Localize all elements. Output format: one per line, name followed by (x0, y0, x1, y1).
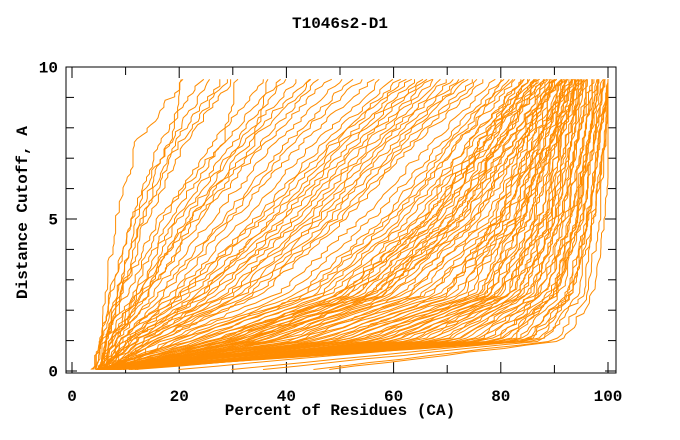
x-tick-label: 40 (277, 388, 296, 406)
model-curve (100, 79, 585, 370)
model-curve (329, 79, 609, 370)
chart-title: T1046s2-D1 (291, 15, 388, 33)
model-curve (114, 79, 582, 370)
model-curve (98, 79, 264, 370)
model-curve (98, 79, 269, 370)
model-curve (110, 78, 380, 370)
model-curve (103, 78, 394, 370)
model-curve (109, 78, 505, 370)
model-curve (96, 78, 333, 370)
model-curve (92, 79, 211, 370)
model-curve (100, 78, 375, 370)
model-curve (101, 79, 583, 370)
model-curve (105, 79, 522, 370)
model-curve (112, 78, 545, 370)
model-curve (105, 79, 578, 370)
model-curve (103, 79, 343, 370)
model-curve (103, 78, 402, 370)
model-curve (95, 79, 297, 370)
model-curve (130, 79, 605, 370)
model-curve (106, 78, 549, 370)
model-curve (99, 79, 434, 370)
model-curve (119, 79, 502, 370)
model-curve (91, 78, 184, 370)
model-curve (96, 78, 574, 370)
x-tick-label: 100 (594, 388, 623, 406)
model-curve (98, 78, 563, 370)
model-curve (99, 79, 579, 370)
model-curve (110, 79, 537, 370)
model-curve (100, 78, 510, 370)
y-tick-label: 0 (48, 364, 58, 382)
model-curve (100, 78, 441, 370)
y-tick-label: 5 (48, 212, 58, 230)
model-curve (105, 79, 287, 370)
model-curve (112, 78, 536, 370)
model-curve (102, 78, 568, 370)
model-curve (102, 79, 563, 370)
plot-frame (65, 66, 617, 374)
model-curve (105, 78, 548, 370)
model-curve (101, 79, 593, 370)
model-curve (109, 79, 573, 370)
model-curve (313, 79, 609, 370)
model-curve (123, 79, 581, 370)
model-curve (106, 79, 566, 370)
model-curve (122, 78, 557, 370)
model-curve (111, 79, 555, 370)
model-curve (97, 78, 424, 370)
model-curve (107, 79, 525, 370)
model-curve (116, 79, 473, 370)
model-curve (178, 79, 598, 370)
model-curve (101, 79, 447, 370)
model-curve (101, 78, 319, 370)
model-curve (116, 79, 484, 370)
model-curve (96, 79, 553, 370)
model-curve (101, 79, 221, 370)
model-curve (113, 79, 593, 370)
model-curve (103, 78, 516, 370)
model-curve (100, 79, 529, 370)
x-tick-label: 80 (491, 388, 510, 406)
x-tick-label: 0 (67, 388, 77, 406)
model-curve (102, 79, 575, 370)
model-curve (98, 78, 469, 370)
model-curve (99, 78, 587, 370)
model-curve (136, 78, 562, 370)
model-curve (95, 78, 312, 370)
model-curve (115, 78, 465, 370)
model-curve (110, 78, 433, 370)
model-curve (112, 79, 593, 370)
model-curve (109, 79, 588, 370)
model-curve (95, 79, 531, 370)
model-curve (103, 79, 415, 370)
model-curve (108, 78, 311, 370)
model-curve (231, 79, 609, 370)
model-curve (119, 79, 588, 370)
model-curve (98, 78, 514, 370)
model-curve (94, 79, 182, 370)
model-curve (109, 78, 454, 370)
x-tick-label: 60 (384, 388, 403, 406)
model-curve (103, 79, 606, 370)
model-curve (100, 79, 550, 370)
model-curve (117, 78, 413, 370)
y-tick-label: 10 (39, 60, 58, 78)
x-tick-label: 20 (170, 388, 189, 406)
model-curve (106, 79, 565, 370)
model-curve (103, 79, 563, 370)
model-curve (100, 79, 573, 370)
model-curve (106, 79, 460, 370)
model-curve (101, 79, 568, 370)
model-curve (95, 78, 569, 370)
x-axis-label: Percent of Residues (CA) (224, 402, 456, 420)
model-curve (102, 78, 496, 370)
model-curve (108, 79, 363, 370)
